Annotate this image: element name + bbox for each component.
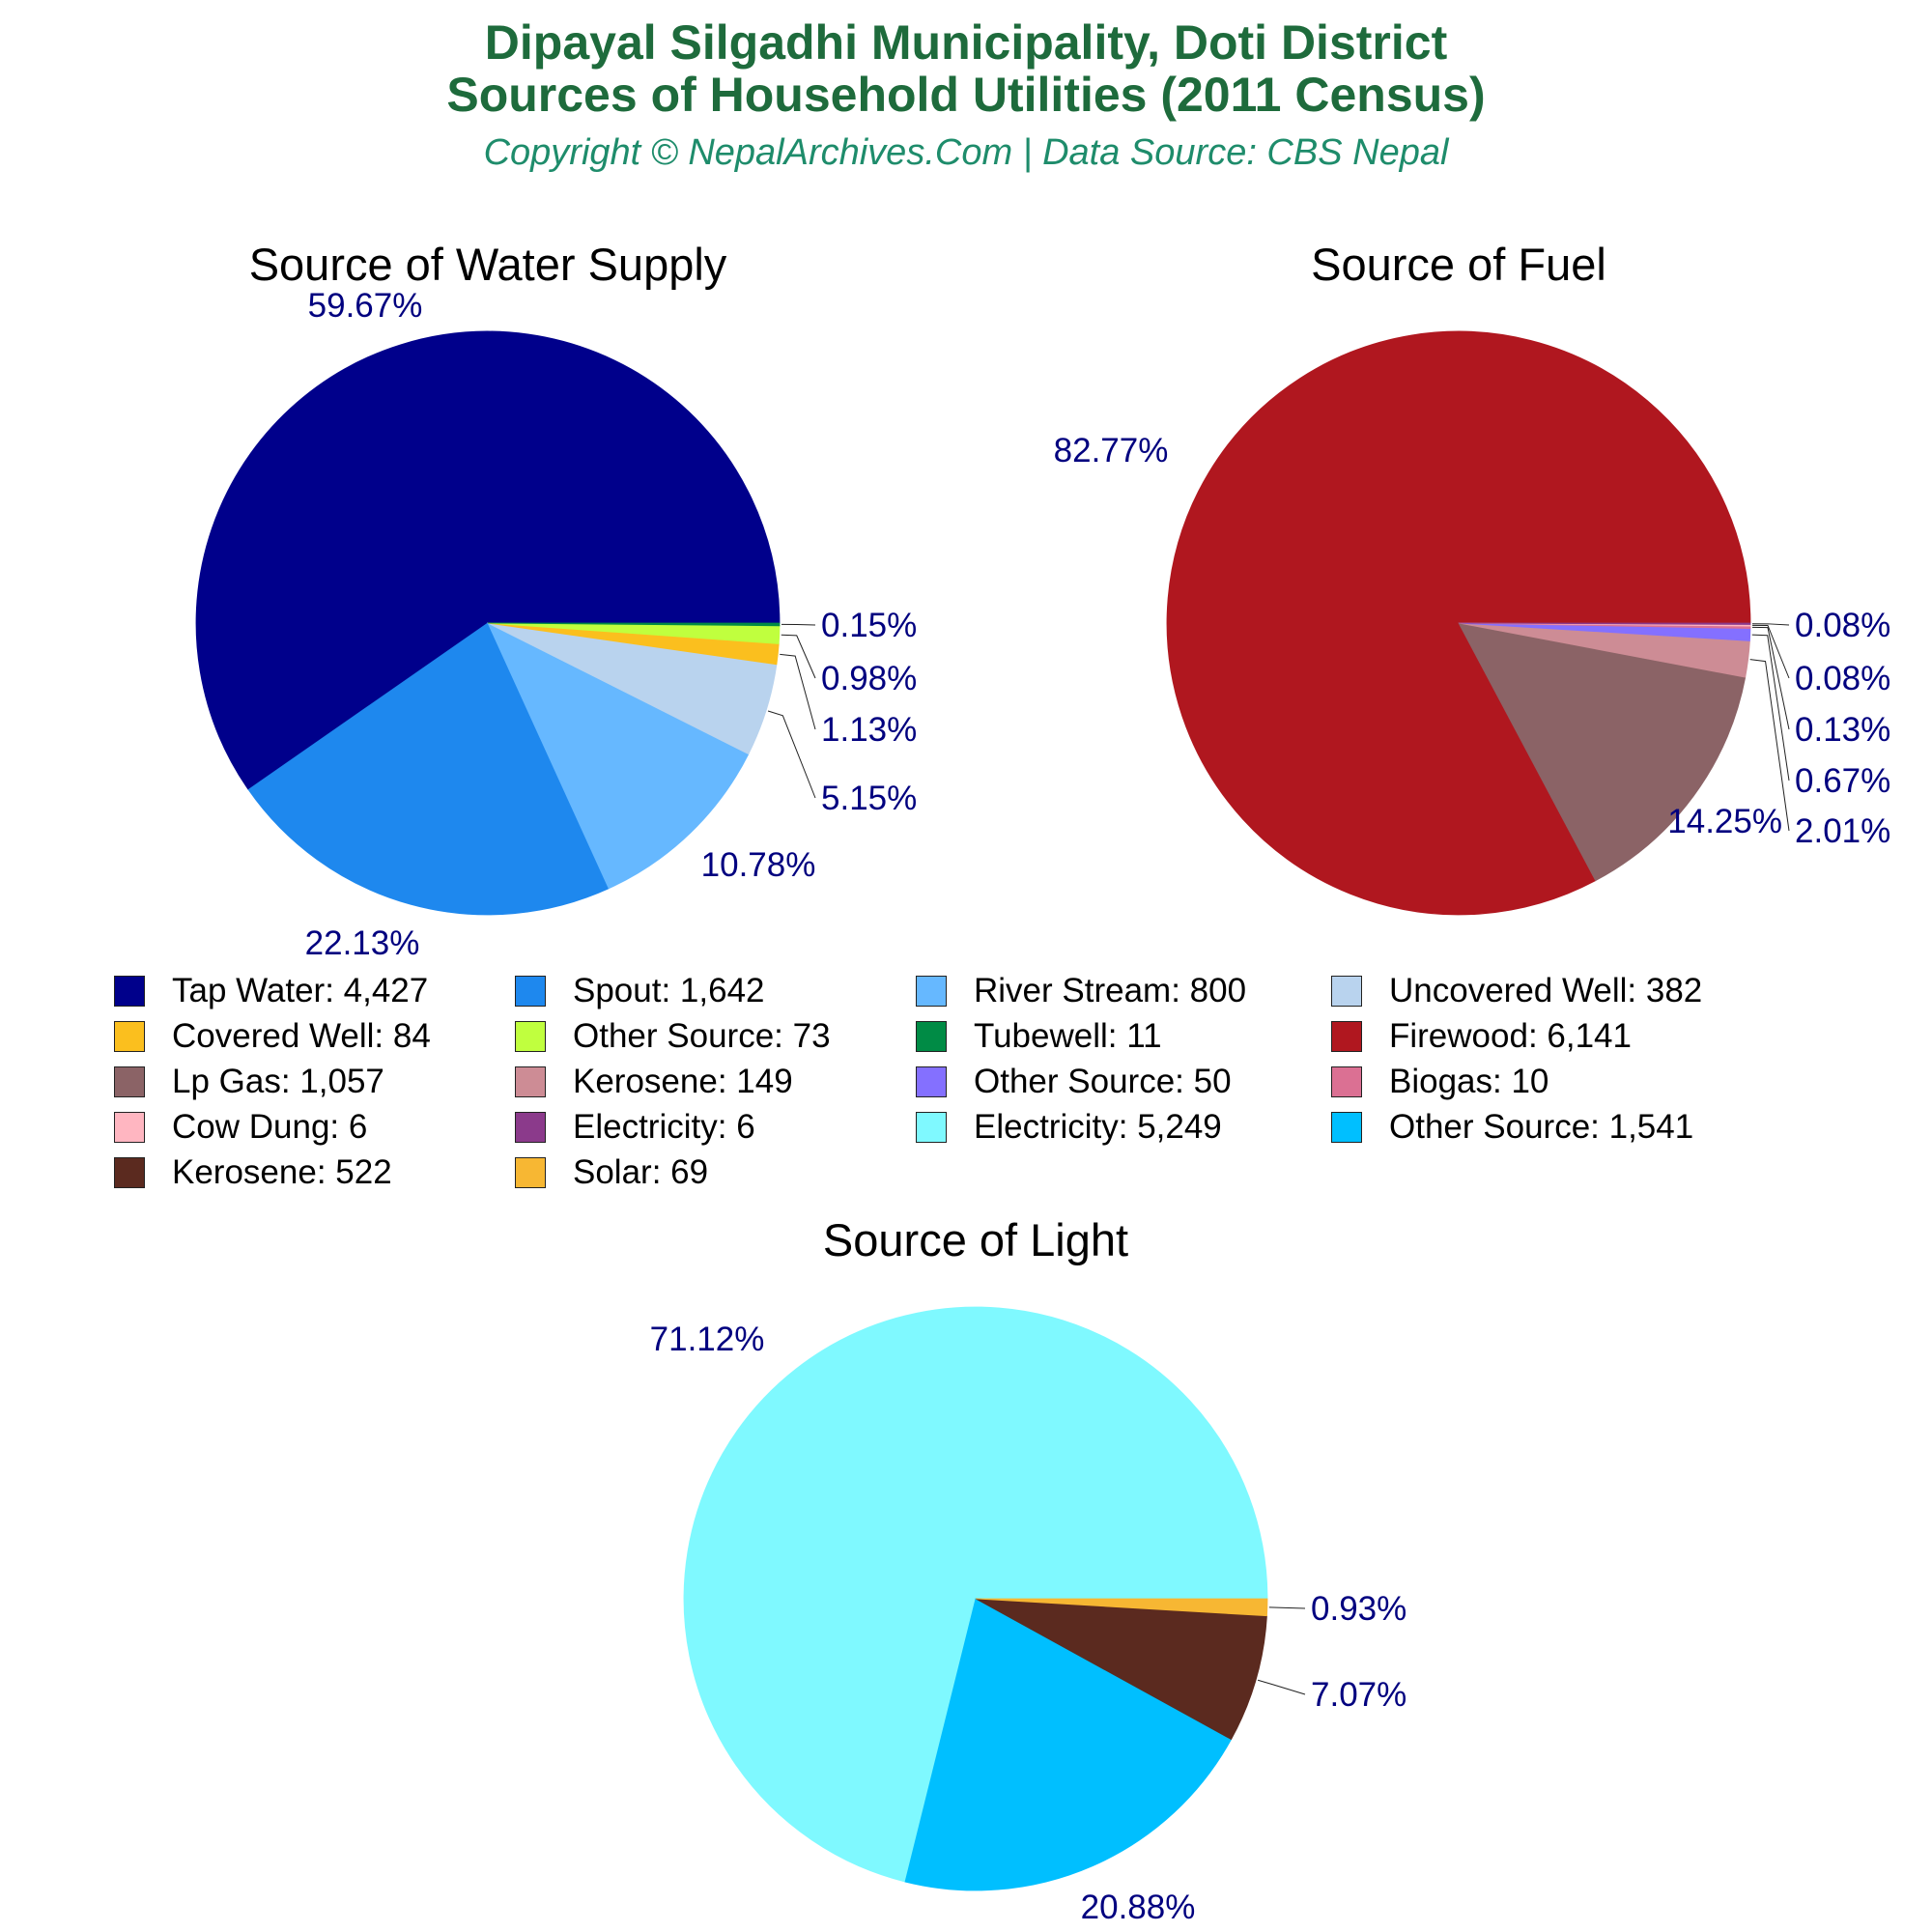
data-label: 0.67% <box>1795 762 1890 800</box>
legend-swatch <box>916 1066 947 1097</box>
data-label: 14.25% <box>1667 803 1782 840</box>
data-label: 0.93% <box>1311 1590 1406 1628</box>
leader-line <box>1751 623 1790 626</box>
data-label: 82.77% <box>1054 432 1169 469</box>
data-label: 0.13% <box>1795 711 1890 749</box>
legend-swatch <box>1331 1021 1362 1052</box>
legend-label: Other Source: 73 <box>573 1017 831 1055</box>
data-label: 0.15% <box>821 607 917 644</box>
pie-title: Source of Light <box>823 1214 1128 1265</box>
legend-swatch <box>515 1112 546 1143</box>
legend-swatch <box>114 1112 145 1143</box>
legend-label: Firewood: 6,141 <box>1389 1017 1632 1055</box>
pie-chart-3: Source of Light 71.12% 20.88% 7.07% 0.93% <box>650 1214 1407 1926</box>
legend-label: Other Source: 50 <box>974 1063 1232 1100</box>
legend-label: Uncovered Well: 382 <box>1389 972 1703 1009</box>
leader-line <box>1257 1679 1306 1695</box>
legend-swatch <box>916 1112 947 1143</box>
data-label: 0.08% <box>1795 660 1890 697</box>
legend-label: Kerosene: 149 <box>573 1063 793 1100</box>
pie-slice <box>1458 622 1751 625</box>
legend-swatch <box>114 976 145 1007</box>
legend-swatch <box>1331 1066 1362 1097</box>
leader-line <box>1751 634 1790 781</box>
data-label: 71.12% <box>650 1321 765 1358</box>
pie-slice <box>683 1306 1268 1883</box>
legend-swatch <box>916 976 947 1007</box>
leader-line <box>1749 659 1790 832</box>
pie-slice <box>487 622 781 627</box>
data-label: 1.13% <box>821 711 917 749</box>
legend-label: Kerosene: 522 <box>172 1153 392 1191</box>
data-label: 10.78% <box>701 846 816 884</box>
legend-swatch <box>515 1066 546 1097</box>
legend-label: Electricity: 6 <box>573 1108 755 1146</box>
pie-title: Source of Fuel <box>1311 239 1606 290</box>
legend-label: Lp Gas: 1,057 <box>172 1063 384 1100</box>
data-label: 7.07% <box>1311 1676 1406 1714</box>
page-title-line1: Dipayal Silgadhi Municipality, Doti Dist… <box>484 15 1448 70</box>
legend-label: Biogas: 10 <box>1389 1063 1549 1100</box>
legend-label: Tubewell: 11 <box>974 1017 1162 1055</box>
data-label: 59.67% <box>308 287 423 325</box>
pie-slice <box>904 1598 1233 1891</box>
leader-line <box>1268 1606 1306 1609</box>
page-subtitle: Copyright © NepalArchives.Com | Data Sou… <box>483 132 1449 173</box>
legend-swatch <box>114 1021 145 1052</box>
legend-label: Covered Well: 84 <box>172 1017 431 1055</box>
data-label: 0.08% <box>1795 607 1890 644</box>
legend-label: Spout: 1,642 <box>573 972 765 1009</box>
page-title-line2: Sources of Household Utilities (2011 Cen… <box>446 68 1486 122</box>
legend-swatch <box>1331 1112 1362 1143</box>
pie-slice <box>487 622 750 890</box>
legend-swatch <box>1331 976 1362 1007</box>
legend-swatch <box>515 976 546 1007</box>
pie-slice <box>247 622 610 916</box>
leader-line <box>767 710 816 799</box>
leader-line <box>1751 624 1790 679</box>
leader-line <box>1751 626 1790 730</box>
pie-slice <box>975 1598 1267 1741</box>
legend-swatch <box>916 1021 947 1052</box>
pie-slice <box>195 330 781 790</box>
pie-slice <box>975 1598 1268 1617</box>
legend-swatch <box>114 1066 145 1097</box>
data-label: 2.01% <box>1795 812 1890 850</box>
legend-label: Tap Water: 4,427 <box>172 972 429 1009</box>
data-label: 0.98% <box>821 660 917 697</box>
leader-line <box>780 653 816 730</box>
legend-label: Solar: 69 <box>573 1153 709 1191</box>
legend-swatch <box>114 1157 145 1188</box>
legend-swatch <box>515 1157 546 1188</box>
data-label: 22.13% <box>305 924 420 962</box>
data-label: 20.88% <box>1081 1889 1196 1926</box>
leader-line <box>781 634 816 679</box>
legend-swatch <box>515 1021 546 1052</box>
data-label: 5.15% <box>821 780 917 817</box>
pie-title: Source of Water Supply <box>249 239 727 290</box>
pie-chart-2: Source of Fuel 82.77% 14.25% 2.01% 0.67% 0.13… <box>1054 239 1890 916</box>
leader-line <box>781 623 816 626</box>
legend-label: Other Source: 1,541 <box>1389 1108 1694 1146</box>
legend-label: Electricity: 5,249 <box>974 1108 1222 1146</box>
legend-label: Cow Dung: 6 <box>172 1108 368 1146</box>
pie-slice <box>1458 622 1747 882</box>
legend-label: River Stream: 800 <box>974 972 1247 1009</box>
